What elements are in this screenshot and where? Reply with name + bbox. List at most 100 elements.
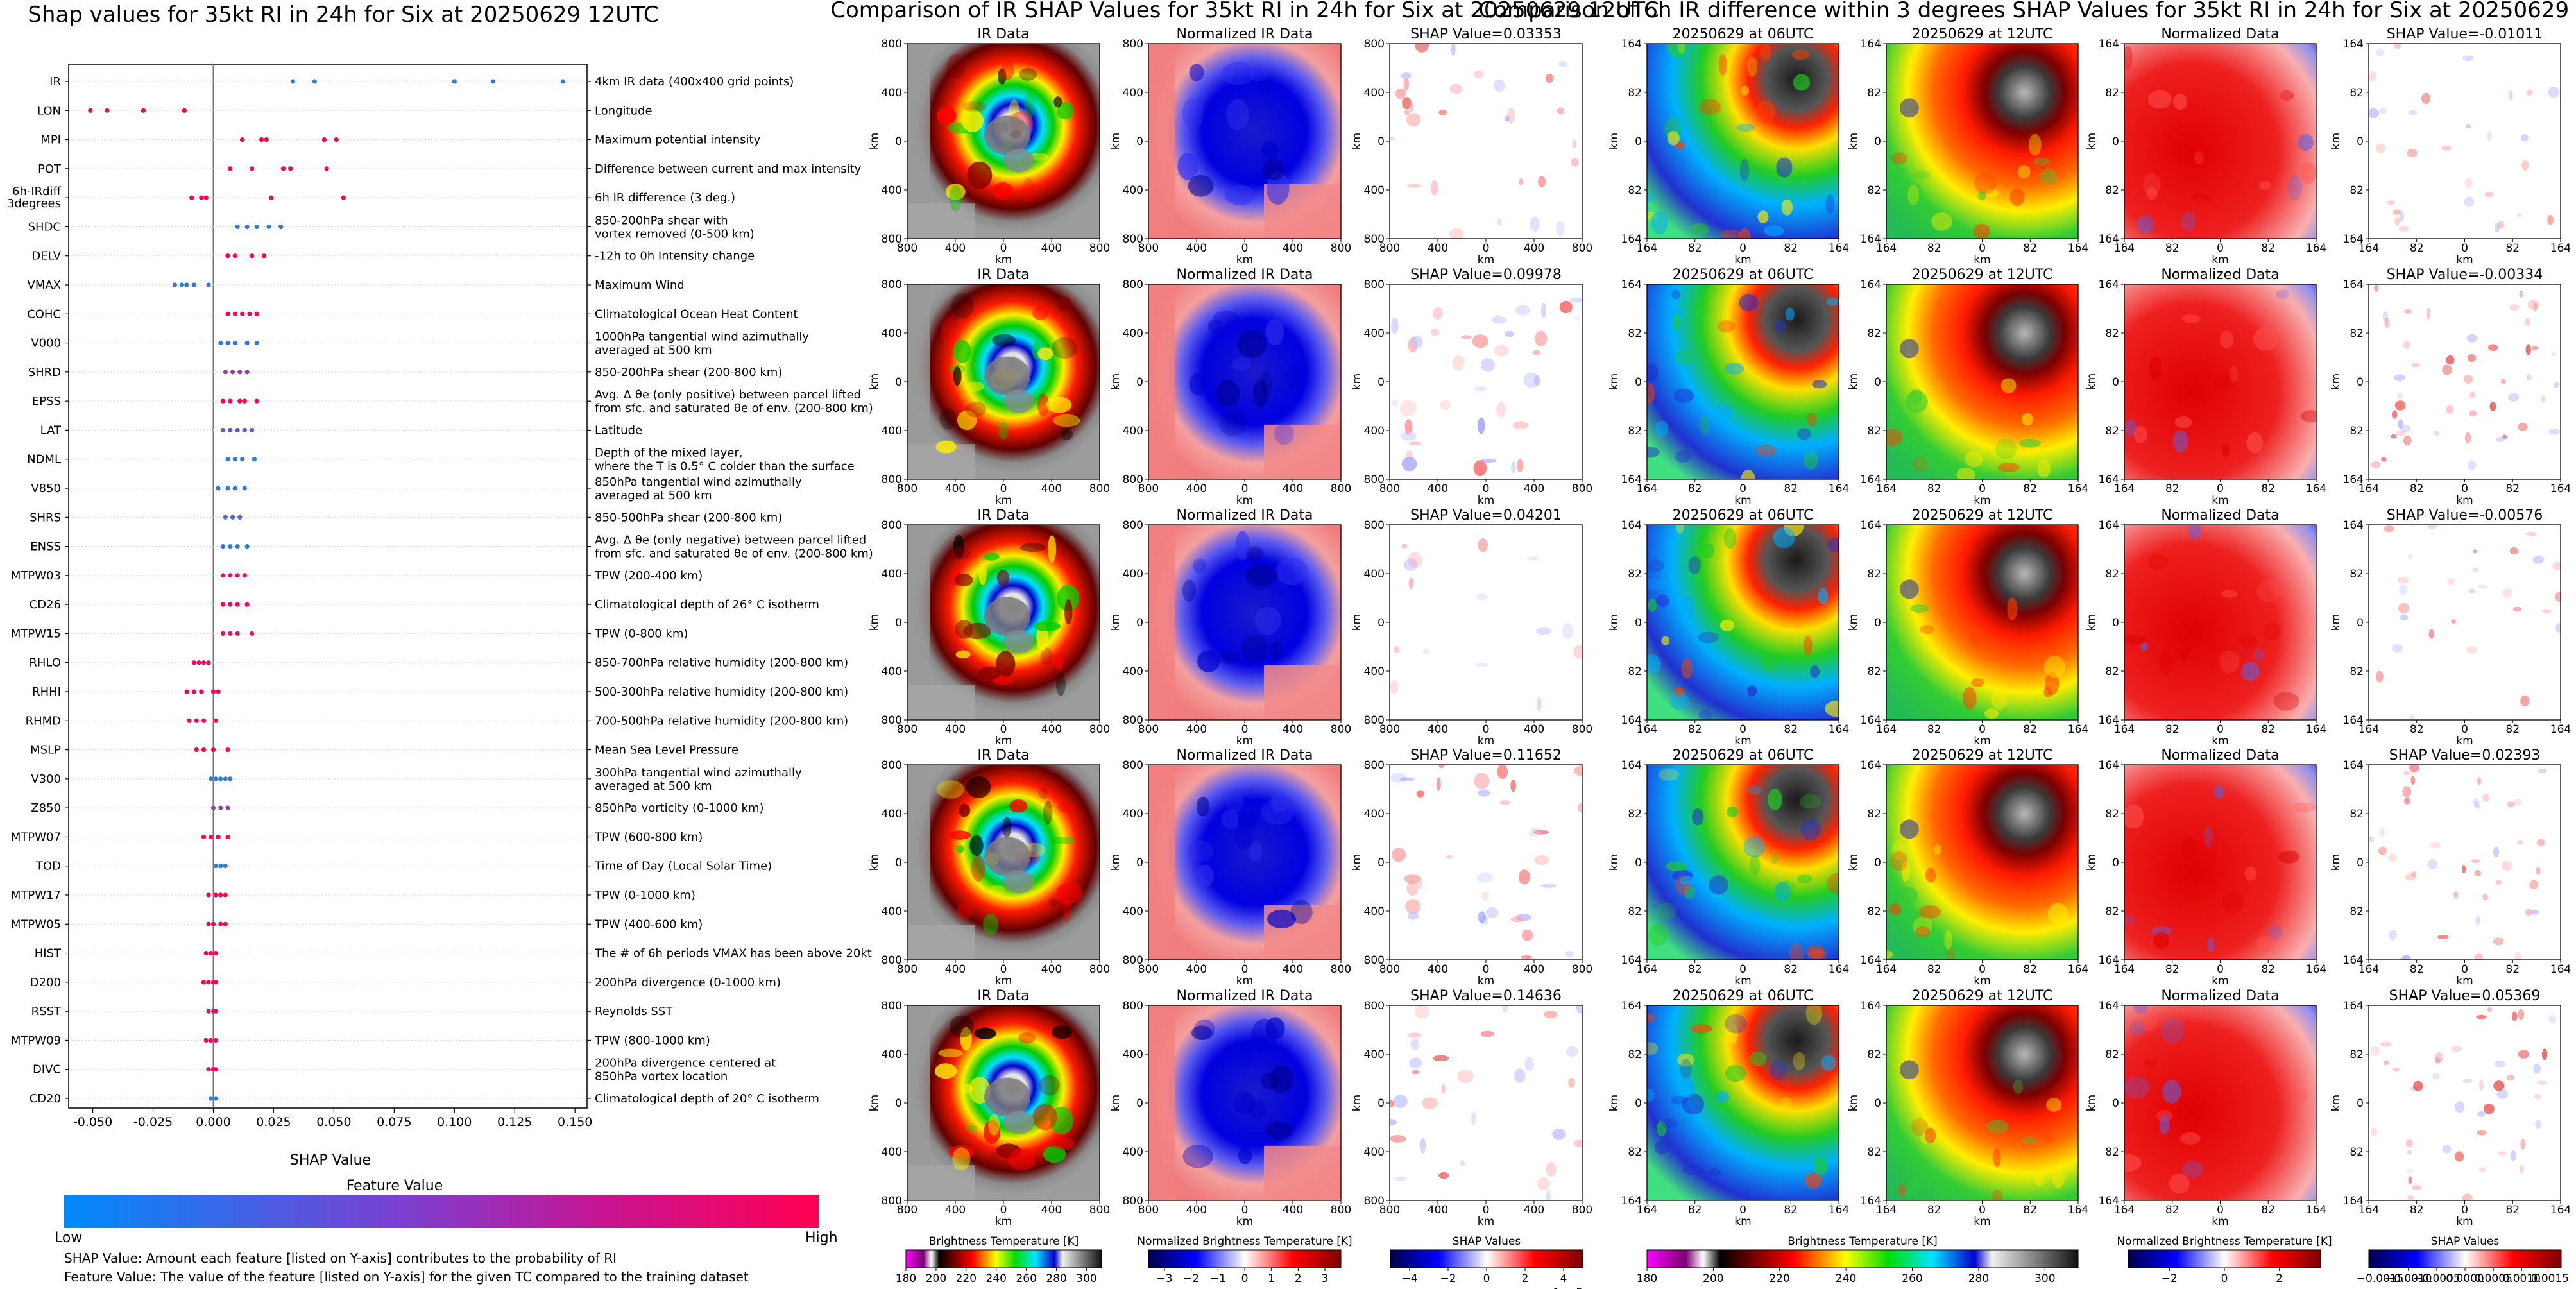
panel-y-tick-label: 400 (1364, 665, 1385, 678)
field-blob (1568, 1078, 1575, 1088)
shap-point (250, 166, 255, 171)
feature-desc: 200hPa divergence centered at (595, 1057, 776, 1070)
field-blob (1408, 577, 1413, 590)
field-blob (1452, 355, 1465, 371)
feature-desc: Longitude (595, 104, 653, 117)
shap-point (213, 1037, 218, 1043)
field-blob (948, 830, 971, 840)
panel-x-tick-label: 164 (2114, 723, 2135, 736)
panel-y-label: km (1351, 133, 1363, 149)
field-blob (1944, 930, 1953, 950)
field-blob (1249, 841, 1263, 862)
panel-y-tick-label: 400 (1364, 327, 1385, 340)
field-blob (1677, 44, 1685, 54)
panel-y-tick-label: 164 (2343, 1195, 2364, 1208)
field-blob (1559, 300, 1573, 314)
panel-y-label: km (1847, 1095, 1860, 1111)
field-blob (2475, 801, 2480, 810)
panel-y-tick-label: 800 (1123, 1000, 1143, 1012)
panel-y-tick-label: 400 (1123, 1048, 1143, 1061)
panel-x-label: km (995, 253, 1012, 266)
panel-y-label: km (2085, 614, 2098, 631)
feature-label: SHRD (28, 366, 61, 379)
panel-y-tick-label: 400 (1364, 87, 1385, 99)
colorbar-tick-label: 0.0015 (2531, 1272, 2569, 1285)
field-blob (1238, 1147, 1252, 1165)
field-blob (1667, 131, 1680, 146)
field-blob (1407, 911, 1419, 920)
field-blob (1775, 882, 1791, 901)
panel-x-tick-label: 800 (1089, 1204, 1110, 1216)
panel-y-tick-label: 0 (895, 857, 902, 869)
panel-x-label: km (995, 494, 1012, 507)
panel-y-tick-label: 0 (895, 1097, 902, 1110)
field-blob (1891, 152, 1907, 165)
field-blob (2520, 134, 2529, 142)
field-blob (2508, 393, 2520, 402)
feature-label: RSST (31, 1005, 62, 1018)
panel-y-tick-label: 0 (1136, 376, 1143, 389)
panel-y-tick-label: 0 (1136, 1097, 1143, 1110)
field-blob (2182, 1160, 2204, 1178)
panel-x-tick-label: 164 (1829, 1204, 1849, 1216)
shap-point (209, 1096, 214, 1101)
field-blob (1197, 796, 1210, 817)
ir-core (984, 115, 1030, 155)
colorbar-gradient (905, 1249, 1102, 1268)
colorbar-tick-label: 300 (2034, 1272, 2055, 1285)
field-blob (1267, 909, 1296, 928)
shap-point (242, 486, 247, 491)
feature-desc: 200hPa divergence (0-1000 km) (595, 976, 781, 989)
shap-point (206, 892, 211, 898)
panel-x-tick-label: 400 (1283, 1204, 1303, 1216)
field-blob (983, 552, 1000, 561)
panel-title: Normalized Data (2161, 267, 2279, 283)
field-blob (2407, 149, 2418, 157)
field-blob (1769, 1060, 1788, 1080)
field-blob (1791, 49, 1810, 60)
field-blob (2400, 424, 2410, 432)
panel-x-tick-label: 0 (1739, 242, 1746, 255)
panel-x-tick-label: 800 (897, 963, 917, 976)
panel-image (1886, 1005, 2078, 1200)
panel-title: 20250629 at 06UTC (1673, 508, 1814, 524)
panel-image (1148, 525, 1341, 720)
field-blob (2148, 356, 2162, 381)
shap-point (220, 573, 226, 578)
field-blob (953, 366, 962, 386)
field-blob (2497, 221, 2505, 229)
field-blob (1032, 1104, 1057, 1131)
panel-x-tick-label: 82 (2505, 1204, 2520, 1216)
panel-x-tick-label: 82 (2023, 723, 2037, 736)
field-blob (934, 1063, 957, 1079)
field-blob (1063, 897, 1071, 922)
field-blob (2434, 1057, 2441, 1064)
shap-point (213, 1096, 218, 1101)
field-blob (2530, 910, 2539, 915)
panel-y-tick-label: 0 (2357, 376, 2364, 389)
field-blob (1797, 428, 1811, 440)
panel-title: 20250629 at 12UTC (1912, 267, 2053, 283)
panel-title: 20250629 at 06UTC (1673, 267, 1814, 283)
field-blob (1776, 157, 1793, 178)
ir-clear-sky (907, 925, 975, 960)
field-blob (2392, 644, 2403, 653)
panel-x-tick-label: 400 (945, 482, 966, 495)
panel-x-tick-label: 800 (1379, 723, 1400, 736)
panel-x-tick-label: 0 (1000, 482, 1007, 495)
field-blob (1493, 79, 1505, 92)
panel-x-tick-label: 164 (2306, 723, 2326, 736)
panel-y-label: km (1351, 854, 1363, 871)
panel-y-tick-label: 82 (1867, 1146, 1881, 1159)
field-blob (2441, 145, 2452, 151)
field-blob (1401, 431, 1417, 441)
panel-y-tick-label: 400 (882, 1048, 902, 1061)
feature-desc: averaged at 500 km (595, 780, 712, 793)
panel-x-tick-label: 800 (1089, 242, 1110, 255)
field-blob (2463, 375, 2473, 384)
shap-point (321, 137, 327, 142)
shap-point (232, 253, 237, 259)
panel-x-tick-label: 0 (2461, 723, 2468, 736)
feature-label: LAT (40, 423, 62, 437)
